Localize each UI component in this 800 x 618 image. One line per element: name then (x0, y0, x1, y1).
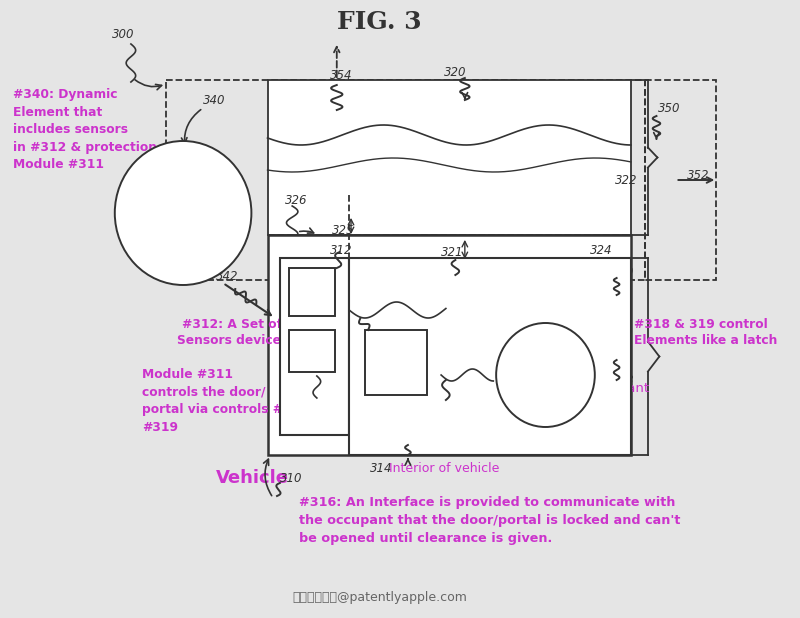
Text: 311: 311 (313, 363, 335, 376)
Text: 315: 315 (567, 381, 590, 394)
Text: 317: 317 (438, 279, 461, 292)
Text: 340: 340 (203, 93, 226, 106)
Text: 310: 310 (280, 472, 302, 485)
Bar (267, 80, 631, 235)
Text: 352: 352 (687, 169, 710, 182)
Text: 326: 326 (285, 193, 307, 206)
Text: #312: A Set of
Sensors devices: #312: A Set of Sensors devices (177, 318, 288, 347)
Text: 319: 319 (612, 266, 634, 279)
Bar (290, 268, 335, 316)
Text: 316: 316 (356, 305, 378, 318)
Text: 322: 322 (614, 174, 638, 187)
Bar (280, 258, 349, 435)
Text: 阅读完整报告@patentlyapple.com: 阅读完整报告@patentlyapple.com (292, 591, 467, 604)
Text: Door/Portal: Door/Portal (455, 279, 526, 292)
Text: Interior of vehicle: Interior of vehicle (389, 462, 499, 475)
Text: 300: 300 (112, 28, 134, 41)
Text: #316: An Interface is provided to communicate with
the occupant that the door/po: #316: An Interface is provided to commun… (299, 496, 680, 545)
Bar (290, 330, 335, 372)
Text: 314: 314 (370, 462, 393, 475)
Bar (166, 80, 645, 280)
Text: #340: Dynamic
Element that
includes sensors
in #312 & protection
Module #311: #340: Dynamic Element that includes sens… (14, 88, 158, 171)
Circle shape (114, 141, 251, 285)
Bar (366, 330, 427, 395)
Circle shape (496, 323, 595, 427)
Text: 325: 325 (332, 224, 354, 237)
Text: 324: 324 (590, 243, 613, 256)
Text: 321: 321 (441, 245, 464, 258)
Text: #318 & 319 control
Elements like a latch: #318 & 319 control Elements like a latch (634, 318, 777, 347)
Bar (267, 235, 631, 455)
Text: Vehicle: Vehicle (216, 469, 290, 487)
Text: 342: 342 (216, 270, 238, 283)
Text: 320: 320 (444, 66, 466, 78)
Text: 312: 312 (330, 243, 353, 256)
Text: FIG. 3: FIG. 3 (337, 10, 422, 34)
Text: 318: 318 (612, 373, 634, 386)
Text: 350: 350 (658, 101, 681, 114)
Text: Occupant: Occupant (586, 381, 650, 394)
Text: PatentlyApple: PatentlyApple (287, 180, 529, 210)
Bar (645, 80, 716, 280)
Text: Module #311
controls the door/
portal via controls #318 &
#319: Module #311 controls the door/ portal vi… (142, 368, 324, 433)
Text: 354: 354 (330, 69, 353, 82)
Bar (349, 258, 631, 455)
